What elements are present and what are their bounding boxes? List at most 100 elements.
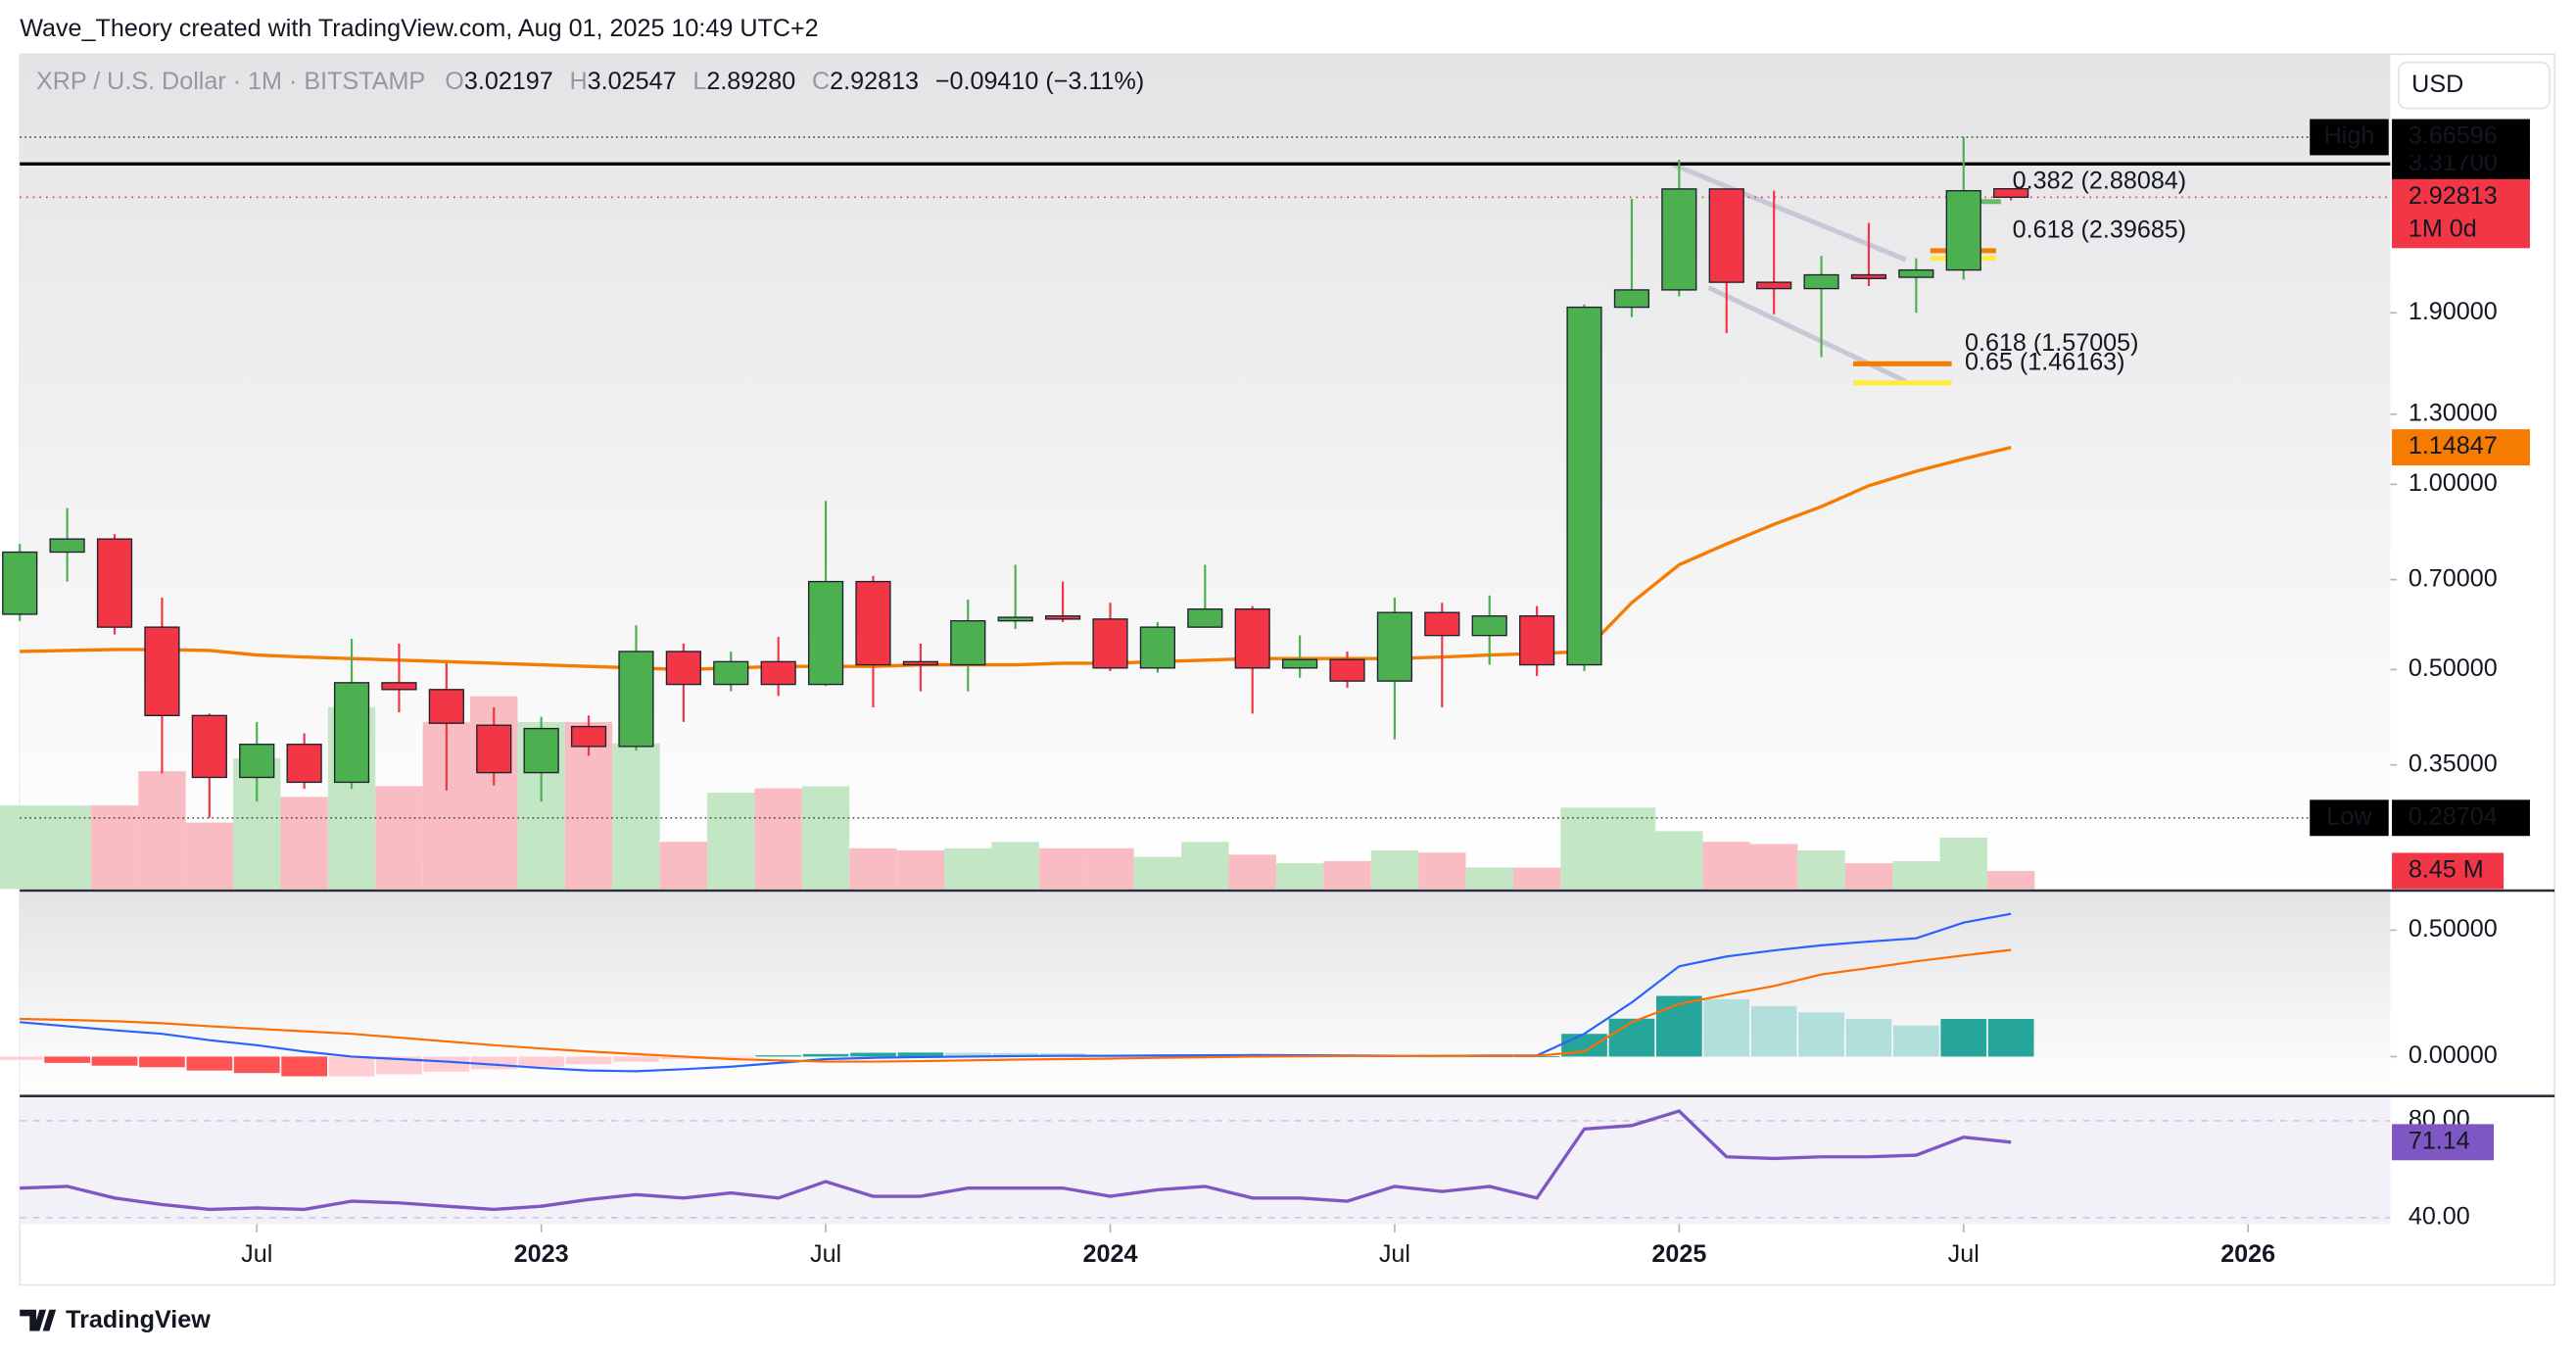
candle-body <box>713 660 749 686</box>
high-value-tag <box>2392 119 2530 156</box>
ohlc-value: 3.02547 <box>588 67 677 94</box>
moving-average-tag <box>2392 429 2530 466</box>
macd-tick-label: 0.50000 <box>2409 915 2498 943</box>
candle-body <box>1756 281 1792 290</box>
footer-logo: TradingView <box>20 1306 211 1333</box>
volume-bar <box>1797 850 1845 890</box>
macd-histogram-bar <box>1750 1005 1797 1057</box>
macd-histogram-bar <box>897 1052 944 1057</box>
volume-bar <box>1749 844 1798 890</box>
candle-body <box>1803 273 1839 290</box>
candle-body <box>1898 268 1934 278</box>
volume-bar <box>1560 807 1608 890</box>
y-tick-label: 0.70000 <box>2409 564 2498 592</box>
macd-histogram-bar <box>376 1056 422 1075</box>
candle-body <box>570 725 607 748</box>
ohlc-key: C <box>812 67 830 94</box>
candle-body <box>191 714 227 779</box>
ohlc-value: 2.89280 <box>706 67 795 94</box>
countdown-label: 1M 0d <box>2409 215 2477 242</box>
macd-histogram-bar <box>1845 1018 1892 1057</box>
volume-bar <box>612 743 660 890</box>
macd-histogram-bar <box>613 1056 659 1062</box>
candle-body <box>1708 188 1744 283</box>
candle-body <box>1613 289 1650 309</box>
currency-button[interactable] <box>2397 61 2551 110</box>
macd-histogram-bar <box>1655 995 1702 1057</box>
volume-bar <box>1939 837 1987 890</box>
logo-text: TradingView <box>66 1306 211 1333</box>
volume-bar <box>991 842 1039 890</box>
macd-histogram-bar <box>1418 1056 1465 1058</box>
volume-bar <box>375 786 423 890</box>
candle-body <box>1566 306 1602 666</box>
volume-bar <box>1133 856 1182 890</box>
x-tick-label: 2025 <box>1651 1240 1706 1268</box>
y-tick-label: 0.50000 <box>2409 654 2498 682</box>
macd-histogram-bar <box>707 1056 754 1058</box>
candle-body <box>1234 608 1270 669</box>
candle-body <box>286 744 322 784</box>
low-label: Low <box>2326 802 2372 830</box>
candle-body <box>2 551 38 615</box>
volume-bar <box>659 842 708 890</box>
volume-bar <box>185 822 234 890</box>
candle-body <box>1471 615 1507 637</box>
macd-histogram-bar <box>233 1056 280 1074</box>
y-tick-label: 1.90000 <box>2409 298 2498 325</box>
candle-body <box>428 689 464 724</box>
candle-body <box>1376 611 1413 682</box>
candle-body <box>1187 608 1223 628</box>
candle-body <box>1092 618 1128 669</box>
candle-body <box>1850 273 1887 279</box>
candle-body <box>1519 615 1555 666</box>
high-label: High <box>2324 122 2375 150</box>
candle-body <box>902 660 938 666</box>
volume-bar <box>1512 867 1561 890</box>
macd-histogram-bar <box>565 1056 612 1065</box>
y-tick-label: 1.30000 <box>2409 399 2498 426</box>
macd-histogram-bar <box>139 1056 185 1068</box>
candle-body <box>476 724 512 774</box>
channel-line <box>1671 162 1907 263</box>
volume-bar <box>43 805 91 890</box>
volume-bar <box>1607 807 1656 890</box>
candle-body <box>855 580 891 666</box>
y-tick-label: 0.35000 <box>2409 750 2498 777</box>
rsi-pane <box>20 1097 2391 1225</box>
volume-bar <box>1702 842 1750 890</box>
volume-bar <box>90 805 139 890</box>
logo-icon <box>20 1309 57 1331</box>
volume-bar <box>280 797 328 890</box>
candle-body <box>523 727 559 774</box>
fib-label: 0.618 (2.39685) <box>2013 216 2187 243</box>
x-tick-label: 2026 <box>2220 1240 2275 1268</box>
macd-histogram-bar <box>992 1052 1039 1057</box>
x-tick-label: 2024 <box>1083 1240 1138 1268</box>
volume-tag <box>2392 852 2504 890</box>
x-tick-label: Jul <box>1948 1240 1980 1268</box>
last-price-tag <box>2392 178 2530 249</box>
moving-average-tag-label: 1.14847 <box>2409 432 2498 459</box>
x-tick-label: Jul <box>810 1240 841 1268</box>
macd-histogram-bar <box>1703 998 1750 1057</box>
change: −0.09410 (−3.11%) <box>935 67 1144 94</box>
volume-tag-label: 8.45 M <box>2409 856 2484 884</box>
volume-bar <box>1086 847 1134 890</box>
volume-bar <box>138 771 186 890</box>
rsi-tag <box>2392 1124 2495 1161</box>
volume-bar <box>1228 854 1276 890</box>
macd-histogram-bar <box>850 1052 896 1057</box>
symbol: XRP / U.S. Dollar · 1M · BITSTAMP <box>36 67 425 94</box>
ohlc-key: H <box>570 67 588 94</box>
low-value-label: 0.28704 <box>2409 802 2498 830</box>
volume-bar <box>849 847 897 890</box>
x-tick-label: Jul <box>241 1240 272 1268</box>
macd-tick-label: 0.00000 <box>2409 1041 2498 1069</box>
macd-signal-line <box>20 948 2012 1063</box>
rsi-tick-label: 40.00 <box>2409 1202 2470 1230</box>
candle-body <box>1282 658 1318 669</box>
y-tick-label: 1.00000 <box>2409 469 2498 497</box>
volume-bar <box>1844 863 1893 890</box>
currency-label[interactable]: USD <box>2411 71 2463 98</box>
